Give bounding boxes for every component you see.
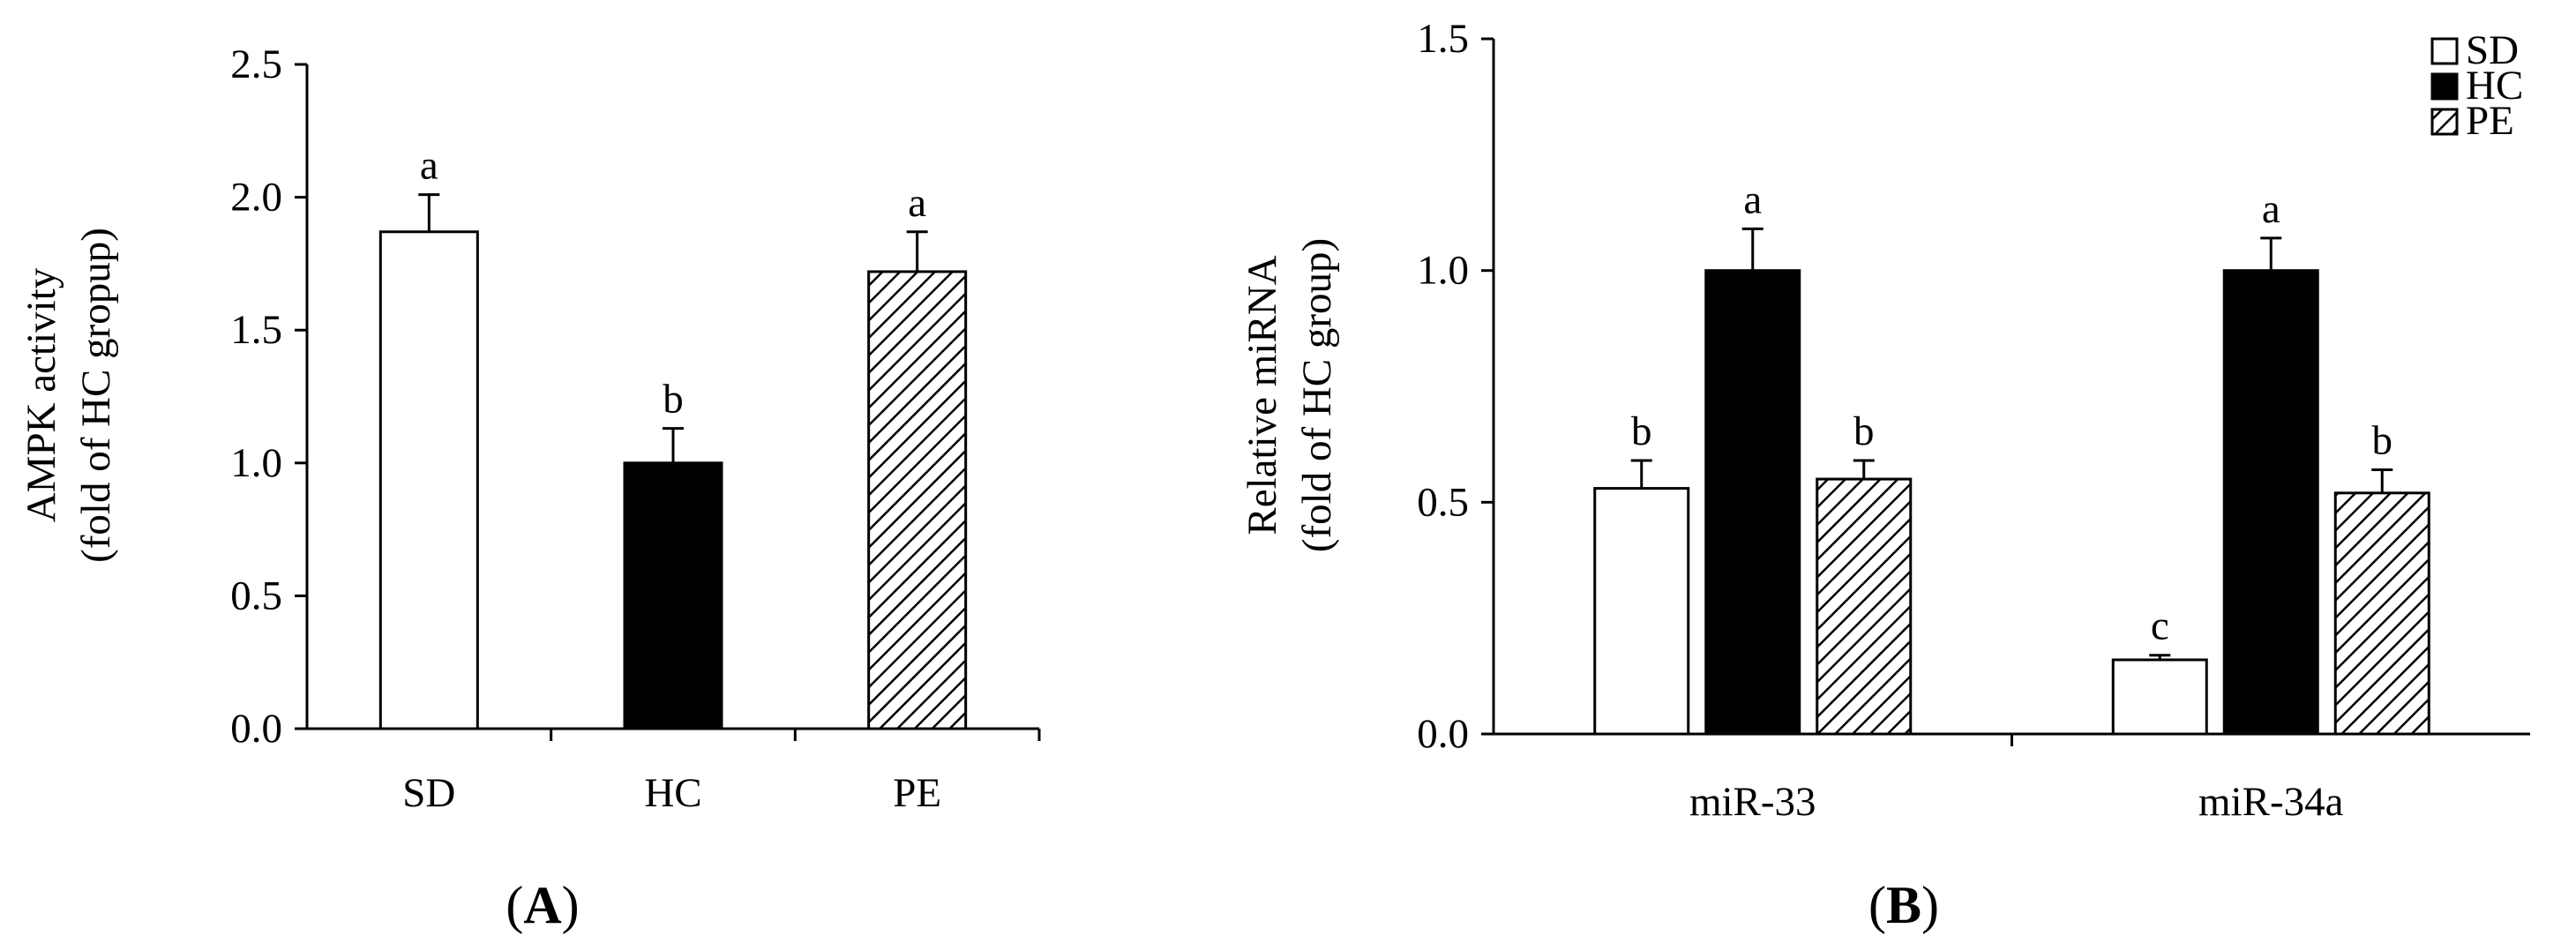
legend-label-hc: HC bbox=[2466, 63, 2523, 109]
panel-b-significance-letter: a bbox=[1743, 176, 1762, 222]
panel-a-bar bbox=[867, 270, 968, 730]
panel-a-x-tick-label: SD bbox=[402, 770, 455, 816]
panel-b-ylabel-line2: (fold of HC group) bbox=[1294, 238, 1340, 552]
panel-b-significance-letter: a bbox=[2262, 186, 2280, 232]
panel-a-y-tick-label: 1.0 bbox=[230, 440, 282, 486]
legend-label-sd: SD bbox=[2466, 27, 2519, 73]
panel-b-bar bbox=[2333, 491, 2430, 736]
panel-b-y-tick-label: 0.5 bbox=[1417, 479, 1469, 525]
panel-a-significance-letter: a bbox=[420, 143, 438, 189]
panel-a: AMPK activity (fold of HC gropup) (A) bbox=[19, 228, 580, 934]
panel-a-marks: 0.0 0.5 1.0 1.5 2.0 2.5 a SD b HC a PE bbox=[230, 41, 1041, 816]
panel-a-y-tick-label: 0.5 bbox=[230, 573, 282, 618]
panel-a-x-tick-label: PE bbox=[893, 770, 941, 816]
panel-b-bar bbox=[1816, 477, 1913, 736]
panel-b-bar bbox=[1704, 269, 1801, 736]
legend-swatch-sd bbox=[2430, 37, 2459, 65]
panel-b-significance-letter: b bbox=[2372, 418, 2393, 464]
panel-b-bar bbox=[2111, 658, 2208, 736]
panel-a-y-tick-label: 1.5 bbox=[230, 307, 282, 353]
legend-swatch-hc bbox=[2430, 72, 2459, 101]
panel-a-ylabel-line2: (fold of HC gropup) bbox=[73, 228, 119, 563]
legend-swatch-pe bbox=[2430, 108, 2459, 136]
panel-a-y-tick-label: 2.0 bbox=[230, 175, 282, 221]
panel-b-y-tick-label: 0.0 bbox=[1417, 711, 1469, 757]
panel-a-bar bbox=[378, 230, 479, 730]
panel-a-significance-letter: a bbox=[908, 180, 926, 226]
panel-b-x-tick-label: miR-33 bbox=[1689, 779, 1816, 825]
panel-a-label: (A) bbox=[505, 876, 579, 934]
panel-b-significance-letter: b bbox=[1631, 408, 1652, 454]
panel-a-bar bbox=[623, 461, 723, 730]
panel-b-significance-letter: c bbox=[2151, 603, 2169, 649]
panel-b-y-tick-label: 1.0 bbox=[1417, 248, 1469, 294]
panel-b-significance-letter: b bbox=[1853, 408, 1875, 454]
panel-a-y-tick-label: 0.0 bbox=[230, 706, 282, 752]
panel-b-bar bbox=[1593, 487, 1690, 736]
legend-label-pe: PE bbox=[2466, 98, 2514, 144]
panel-b: Relative miRNA (fold of HC group) (B) bbox=[1239, 238, 1939, 934]
panel-b-x-tick-label: miR-34a bbox=[2198, 779, 2344, 825]
panel-b-bar bbox=[2222, 269, 2319, 736]
panel-b-y-tick-label: 1.5 bbox=[1417, 16, 1469, 62]
panel-a-ylabel-line1: AMPK activity bbox=[19, 267, 64, 522]
panel-a-significance-letter: b bbox=[663, 377, 684, 423]
panel-a-y-tick-label: 2.5 bbox=[230, 41, 282, 87]
panel-b-label: (B) bbox=[1868, 876, 1939, 934]
panel-b-ylabel-line1: Relative miRNA bbox=[1239, 255, 1285, 535]
panel-a-x-tick-label: HC bbox=[644, 770, 701, 816]
